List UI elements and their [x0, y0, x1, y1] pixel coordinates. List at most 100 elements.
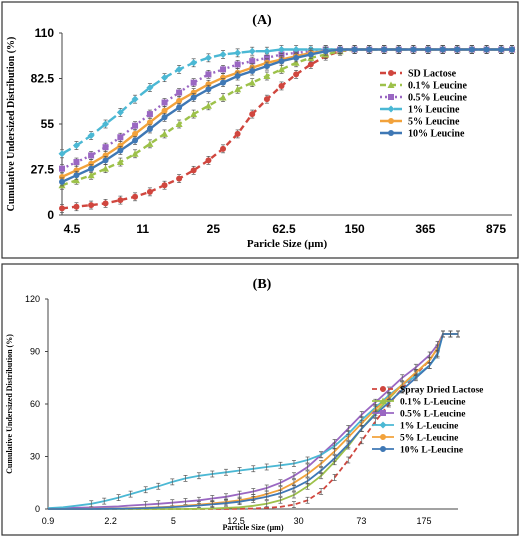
chart-a-point [234, 85, 242, 93]
chart-b-legend-marker [380, 446, 386, 452]
chart-a-legend-item: SD Lactose [380, 69, 457, 80]
chart-panel-a: (A) 0 27.5 55 82.5 110 4.5 11 25 62.5 150 365 875 Par… [0, 0, 520, 260]
chart-a-point [248, 79, 256, 86]
chart-a-point [116, 158, 124, 166]
chart-b-series-line [48, 333, 458, 510]
chart-a-legend-marker [388, 70, 394, 76]
chart-b-legend-marker [380, 410, 386, 416]
chart-a-point [102, 165, 110, 172]
chart-a-legend-label: 0.5% Leucine [408, 93, 467, 104]
chart-b-series-line [48, 333, 458, 510]
chart-a-point [132, 193, 139, 200]
chart-b-x-tick-label: 0.9 [42, 516, 55, 526]
chart-a-point [161, 74, 169, 82]
chart-a-legend-item: 1% Leucine [380, 105, 460, 116]
chart-a-point [88, 202, 95, 209]
chart-a-point [73, 172, 80, 179]
chart-a-point [146, 84, 154, 92]
chart-a-x-tick-label: 62.5 [272, 222, 296, 236]
chart-b-series-line [48, 333, 458, 510]
chart-a-point [307, 61, 314, 68]
chart-a-point [219, 94, 227, 101]
chart-b-legend-label: 5% L-Leucine [400, 433, 458, 443]
chart-b-x-label: Particle Size (µm) [222, 523, 283, 532]
chart-a-y-tick-label: 55 [41, 117, 55, 131]
chart-b-x-tick-label: 30 [294, 516, 304, 526]
chart-b-legend-item: 10% L-Leucine [372, 445, 463, 455]
chart-b-legend-marker [379, 397, 387, 404]
chart-a-point [366, 46, 373, 53]
chart-a-point [278, 46, 286, 54]
chart-a-point [263, 54, 270, 61]
chart-a-point [322, 48, 329, 55]
chart-a-point [102, 144, 109, 151]
chart-b-legend-label: 0.5% L-Leucine [400, 409, 465, 419]
chart-b-legend-marker [380, 386, 386, 392]
chart-a-point [263, 96, 270, 103]
chart-b-y-label: Cumulative Undersized Distribution (%) [5, 334, 14, 474]
chart-a-point [131, 95, 139, 103]
chart-a-point [381, 46, 388, 53]
chart-a-point [307, 51, 314, 58]
chart-a-point [161, 114, 168, 121]
chart-a-point [483, 46, 490, 53]
chart-a-point [190, 167, 197, 174]
chart-a-point [73, 167, 80, 174]
chart-a-legend-label: 0.1% Leucine [408, 81, 467, 92]
chart-a-x-tick-label: 875 [486, 222, 506, 236]
chart-a-point [220, 145, 227, 152]
chart-a-y-tick-label: 110 [35, 26, 55, 40]
chart-a-point [132, 130, 139, 137]
chart-a-point [190, 89, 197, 96]
chart-a-point [161, 130, 169, 137]
chart-a-point [249, 68, 256, 75]
chart-b-legend-label: Spray Dried Lactose [400, 385, 483, 395]
chart-b-x-tick-label: 2.2 [104, 516, 117, 526]
chart-a-point [249, 111, 256, 118]
chart-a-point [220, 66, 227, 73]
chart-b-frame [1, 263, 519, 536]
chart-b-legend-label: 10% L-Leucine [400, 445, 463, 455]
chart-a-svg: (A) 0 27.5 55 82.5 110 4.5 11 25 62.5 150 365 875 Par… [1, 1, 519, 259]
chart-a-point [234, 130, 241, 137]
chart-b-series-line [48, 333, 458, 510]
chart-a-point [337, 46, 344, 53]
chart-a-point [146, 140, 154, 147]
chart-a-point [205, 71, 212, 78]
chart-a-point [59, 173, 65, 180]
chart-a-point [58, 150, 66, 158]
chart-a-y-tick-label: 27.5 [31, 163, 55, 177]
chart-a-point [234, 73, 241, 80]
chart-b-x-tick-label: 5 [171, 516, 176, 526]
chart-a-series-line [61, 48, 512, 210]
chart-b-x-tick-label: 12.5 [227, 516, 245, 526]
chart-a-point [204, 102, 212, 109]
chart-a-point [73, 203, 80, 210]
chart-a-frame [1, 1, 519, 259]
chart-a-point [176, 89, 183, 96]
chart-a-point [117, 134, 124, 141]
chart-a-point [59, 178, 65, 185]
chart-a-point [219, 51, 227, 59]
chart-a-x-label: Paricle Size (µm) [247, 238, 328, 250]
chart-a-point [87, 171, 95, 179]
chart-a-point [292, 59, 300, 66]
chart-a-legend-item: 5% Leucine [380, 117, 460, 128]
chart-a-point [161, 182, 168, 189]
chart-a-point [278, 82, 285, 89]
chart-b-y-tick-label: 120 [25, 294, 40, 304]
chart-a-point [509, 46, 515, 53]
chart-a-x-tick-label: 365 [415, 222, 435, 236]
chart-a-point [175, 120, 183, 127]
chart-b-series [48, 330, 460, 510]
chart-a-point [425, 46, 432, 53]
chart-b-series-line [47, 333, 458, 510]
chart-b-x-tick-label: 73 [356, 516, 366, 526]
chart-a-legend-item: 0.5% Leucine [380, 93, 467, 104]
chart-a-point [117, 197, 124, 204]
chart-a-point [146, 119, 153, 126]
chart-b-y-tick-label: 30 [30, 452, 40, 462]
chart-a-point [190, 110, 198, 118]
chart-a-point [102, 157, 109, 164]
chart-a-point [205, 86, 212, 93]
